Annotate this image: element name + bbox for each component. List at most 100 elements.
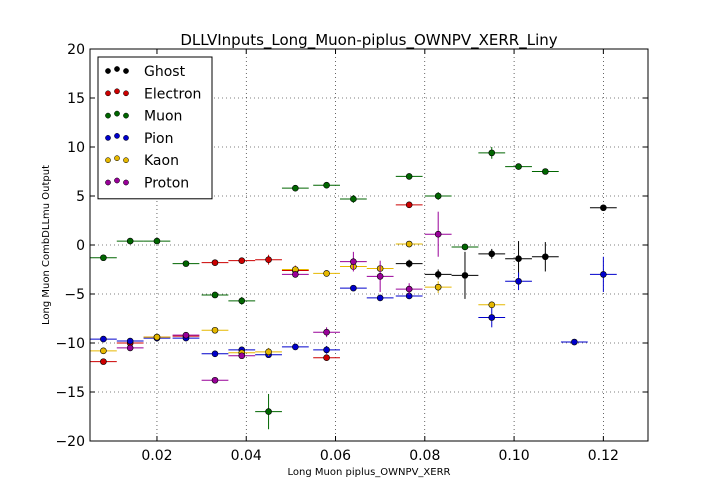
data-point [350, 284, 357, 292]
data-point [265, 408, 272, 415]
legend-marker-dot [123, 179, 129, 186]
data-point [153, 237, 161, 245]
data-point [461, 272, 469, 279]
data-point [323, 270, 330, 277]
data-point [488, 301, 496, 309]
legend-marker [105, 177, 129, 186]
data-point [434, 283, 442, 291]
legend-marker-dot [123, 90, 129, 97]
y-tick-label: 20 [67, 42, 85, 58]
legend-marker-dot [114, 133, 120, 139]
data-point [211, 291, 219, 299]
data-point [126, 344, 134, 352]
x-tick-label: 0.06 [320, 448, 351, 464]
data-point [153, 333, 161, 341]
y-tick-label: 0 [76, 238, 85, 254]
data-point [292, 343, 299, 351]
legend-marker-dot [105, 135, 111, 141]
data-point [515, 163, 522, 170]
legend-label: Pion [144, 131, 173, 147]
data-point [100, 358, 107, 365]
series-ghost [395, 204, 617, 299]
data-point [571, 338, 578, 346]
legend-marker-dot [114, 66, 120, 72]
data-point [488, 250, 496, 258]
data-point [434, 271, 442, 278]
legend-marker-dot [105, 68, 111, 74]
data-point [542, 253, 549, 261]
data-point [434, 230, 442, 238]
data-point [376, 294, 384, 302]
data-point [350, 258, 357, 265]
data-point [405, 240, 413, 248]
x-tick-label: 0.12 [588, 448, 619, 464]
data-point [323, 354, 330, 362]
data-point [211, 376, 219, 384]
legend-marker-dot [123, 112, 129, 119]
data-point [405, 201, 413, 209]
data-point [461, 243, 469, 251]
data-point [238, 352, 246, 360]
y-tick-label: −20 [55, 434, 85, 450]
data-point [211, 350, 219, 358]
chart-title: DLLVInputs_Long_Muon-piplus_OWNPV_XERR_L… [180, 31, 557, 50]
y-tick-label: −15 [55, 385, 85, 401]
data-point [100, 335, 107, 343]
series-electron [90, 201, 423, 365]
legend: Ghost Electron Muon Pion Kaon Proton [97, 56, 213, 200]
y-tick-label: 15 [67, 91, 85, 107]
y-tick-label: 10 [67, 140, 85, 156]
legend-marker-dot [114, 177, 120, 184]
data-point [265, 348, 272, 356]
data-point [100, 347, 107, 355]
data-point [405, 173, 413, 180]
y-tick-label: 5 [76, 189, 85, 205]
legend-label: Muon [144, 109, 182, 125]
x-axis-label: Long Muon piplus_OWNPV_XERR [288, 467, 451, 478]
legend-label: Electron [144, 86, 201, 102]
legend-marker [105, 110, 129, 119]
data-point [515, 255, 522, 263]
data-point [600, 271, 607, 278]
legend-marker-dot [114, 88, 120, 95]
legend-marker [105, 133, 129, 141]
data-point [350, 195, 357, 203]
data-point [405, 260, 413, 267]
legend-box [97, 56, 213, 200]
legend-marker-dot [105, 179, 111, 186]
data-point [126, 337, 134, 345]
data-point [600, 204, 607, 212]
data-point [100, 254, 107, 262]
data-point [238, 257, 246, 264]
data-point [126, 237, 134, 245]
legend-marker [105, 155, 129, 164]
data-point [434, 192, 442, 200]
legend-label: Ghost [144, 64, 186, 80]
data-point [323, 328, 330, 336]
legend-marker-dot [123, 135, 129, 141]
data-point [323, 181, 330, 189]
series-proton [116, 211, 452, 384]
data-point [238, 297, 246, 305]
data-point [323, 346, 330, 354]
data-point [265, 256, 272, 264]
legend-marker [105, 66, 129, 74]
x-tick-label: 0.10 [498, 448, 529, 464]
data-point [488, 314, 496, 321]
x-tick-label: 0.08 [409, 448, 440, 464]
data-point [182, 260, 190, 267]
legend-marker-dot [105, 157, 111, 164]
data-point [488, 149, 496, 157]
series-muon [90, 147, 559, 430]
plot-frame [89, 48, 649, 442]
y-tick-label: −10 [55, 336, 85, 352]
legend-label: Proton [144, 176, 189, 192]
data-point [211, 326, 219, 334]
legend-marker-dot [123, 68, 129, 74]
legend-marker [105, 88, 129, 97]
data-point [292, 271, 299, 278]
legend-label: Kaon [144, 153, 179, 169]
legend-marker-dot [114, 155, 120, 162]
x-tick-label: 0.02 [141, 448, 172, 464]
